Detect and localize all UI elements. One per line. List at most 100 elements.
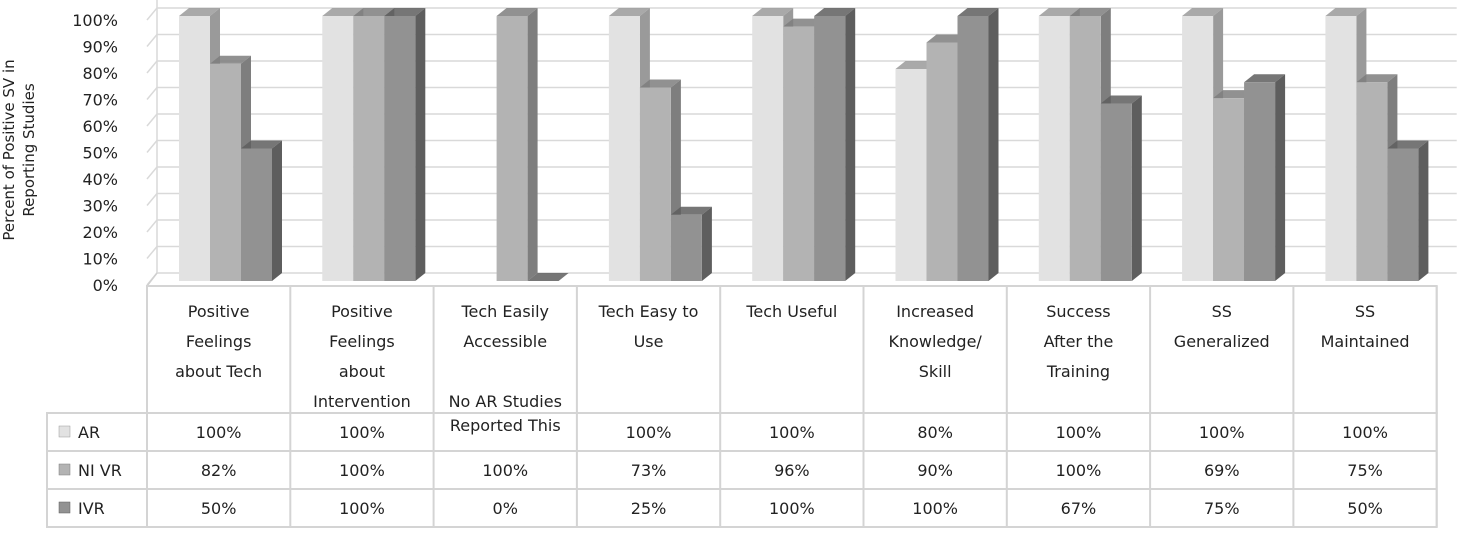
category-label: Maintained bbox=[1321, 332, 1410, 351]
data-label: 25% bbox=[631, 499, 667, 518]
bar-top bbox=[241, 140, 282, 149]
legend-label: AR bbox=[78, 423, 100, 442]
bar-top bbox=[1069, 8, 1111, 16]
bar-top bbox=[1325, 8, 1367, 16]
category-label: Tech Easy to bbox=[598, 302, 699, 321]
bar-top bbox=[895, 61, 937, 69]
category-label: Accessible bbox=[463, 332, 547, 351]
data-label: 75% bbox=[1204, 499, 1240, 518]
y-tick-label: 100% bbox=[72, 11, 118, 30]
bar-side bbox=[1275, 74, 1286, 281]
bar-front bbox=[353, 16, 385, 281]
bar-top bbox=[752, 8, 794, 16]
bar-ivr bbox=[527, 273, 569, 281]
bar-front bbox=[752, 16, 784, 281]
bar-ni-vr bbox=[496, 8, 538, 281]
bar-top bbox=[1213, 90, 1255, 99]
bar-front bbox=[179, 16, 210, 281]
y-tick-label: 10% bbox=[82, 250, 118, 269]
data-label: Reported This bbox=[450, 416, 561, 435]
category-label: Positive bbox=[188, 302, 250, 321]
data-label: 100% bbox=[339, 499, 385, 518]
bar-front bbox=[1100, 103, 1132, 281]
y-tick-label: 80% bbox=[82, 64, 118, 83]
category-label: Training bbox=[1046, 362, 1110, 381]
data-label: 100% bbox=[1199, 423, 1245, 442]
data-label: 100% bbox=[339, 461, 385, 480]
bar-front bbox=[670, 214, 702, 281]
data-label: 100% bbox=[769, 423, 815, 442]
bar-ni-vr bbox=[639, 79, 681, 281]
category-label: Tech Easily bbox=[460, 302, 549, 321]
bar-side bbox=[701, 206, 712, 281]
data-label: 100% bbox=[339, 423, 385, 442]
category-label: Increased bbox=[896, 302, 974, 321]
legend-key-ivr bbox=[58, 501, 71, 514]
bar-top bbox=[1100, 95, 1142, 104]
bar-front bbox=[1356, 82, 1388, 281]
bar-front bbox=[1244, 82, 1276, 281]
y-axis-label: Percent of Positive SV in Reporting Studi… bbox=[0, 59, 38, 240]
data-label: 80% bbox=[917, 423, 953, 442]
category-label: Feelings bbox=[186, 332, 252, 351]
data-label: 100% bbox=[1056, 461, 1102, 480]
gridline-side bbox=[146, 246, 158, 259]
category-label: Generalized bbox=[1174, 332, 1270, 351]
y-tick-label: 20% bbox=[82, 223, 118, 242]
category-label: SS bbox=[1212, 302, 1232, 321]
legend-key-ar bbox=[58, 425, 71, 438]
y-axis-label-line: Reporting Studies bbox=[20, 83, 38, 217]
bar-top bbox=[353, 8, 395, 16]
bar-side bbox=[272, 140, 282, 281]
bar-side bbox=[988, 8, 999, 281]
y-tick-label: 30% bbox=[82, 197, 118, 216]
gridline-side bbox=[146, 140, 158, 153]
bar-side bbox=[1418, 140, 1429, 281]
bar-front bbox=[814, 16, 846, 281]
bar-top bbox=[957, 8, 999, 16]
bar-side bbox=[527, 8, 538, 281]
bar-ivr bbox=[1100, 95, 1142, 281]
data-label: 75% bbox=[1347, 461, 1383, 480]
data-label: 100% bbox=[196, 423, 242, 442]
data-label: 67% bbox=[1061, 499, 1097, 518]
data-label: 100% bbox=[626, 423, 672, 442]
data-label: 100% bbox=[1342, 423, 1388, 442]
category-label: about bbox=[339, 362, 385, 381]
gridline-side bbox=[146, 87, 158, 100]
bar-front bbox=[639, 87, 671, 281]
legend-key-ni-vr bbox=[58, 463, 71, 476]
gridline-side bbox=[146, 7, 158, 21]
y-axis-label-line: Percent of Positive SV in bbox=[0, 59, 18, 240]
bar-top bbox=[926, 34, 968, 43]
data-label: 50% bbox=[1347, 499, 1383, 518]
bar-front bbox=[895, 69, 927, 281]
bar-ivr bbox=[814, 8, 856, 281]
category-label: Feelings bbox=[329, 332, 395, 351]
category-label: Use bbox=[634, 332, 664, 351]
bar-ivr bbox=[241, 140, 282, 281]
bar-front bbox=[210, 63, 241, 282]
bar-top bbox=[527, 273, 569, 281]
category-label: After the bbox=[1044, 332, 1114, 351]
bar-ivr bbox=[670, 206, 712, 281]
data-label: 82% bbox=[201, 461, 237, 480]
gridline-side bbox=[146, 34, 158, 47]
gridline-side bbox=[146, 193, 158, 206]
bar-ar bbox=[1182, 8, 1224, 281]
data-label: 100% bbox=[912, 499, 958, 518]
category-label: Skill bbox=[919, 362, 952, 381]
bar-front bbox=[1182, 16, 1214, 281]
data-label: 100% bbox=[769, 499, 815, 518]
y-tick-label: 0% bbox=[93, 276, 118, 295]
bar-front bbox=[322, 16, 354, 281]
bar-front bbox=[783, 26, 815, 281]
category-label: Success bbox=[1046, 302, 1110, 321]
category-label: Positive bbox=[331, 302, 393, 321]
bar-top bbox=[496, 8, 538, 16]
bar-top bbox=[1244, 74, 1286, 83]
data-label: 90% bbox=[917, 461, 953, 480]
legend-label: NI VR bbox=[78, 461, 122, 480]
bar-top bbox=[210, 55, 251, 64]
